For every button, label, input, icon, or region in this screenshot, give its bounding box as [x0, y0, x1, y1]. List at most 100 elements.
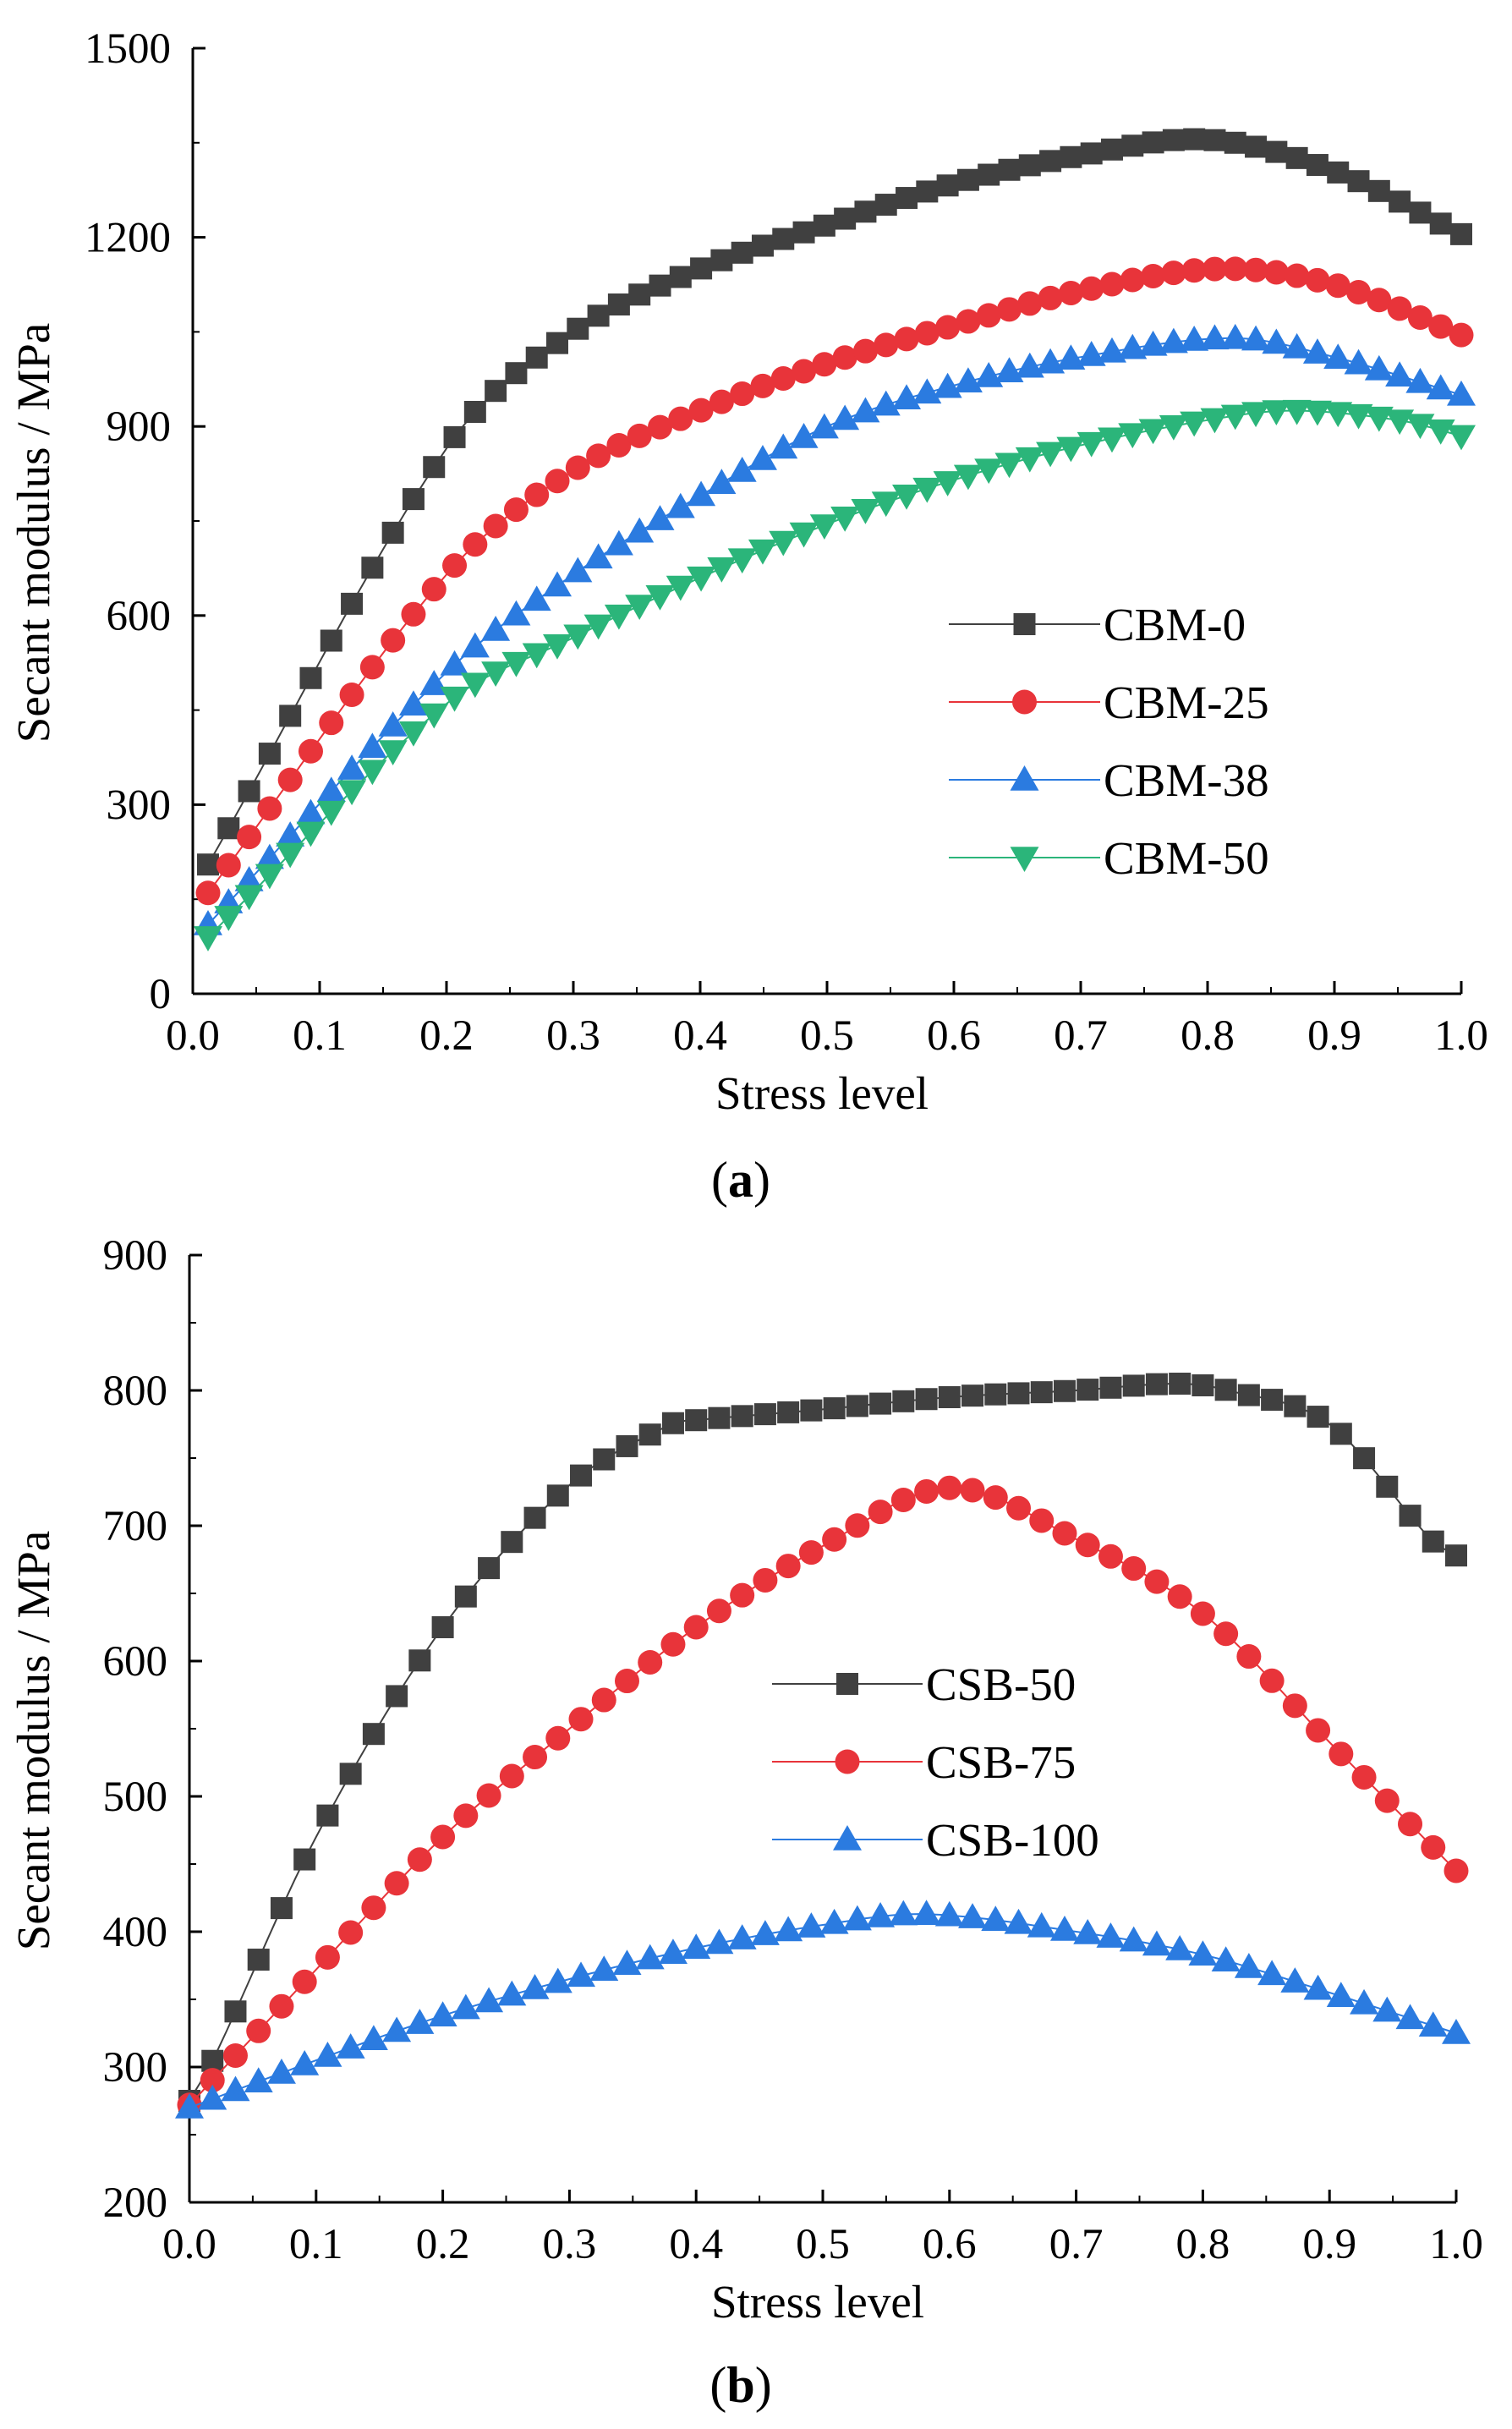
data-point	[1161, 260, 1186, 286]
legend-label: CBM-50	[1104, 832, 1269, 884]
data-point	[430, 1824, 456, 1850]
data-point	[1243, 257, 1268, 282]
data-point	[1053, 1379, 1076, 1402]
data-point	[1445, 1544, 1467, 1567]
x-tick-label: 0.1	[289, 2221, 343, 2268]
data-point	[451, 1993, 480, 2020]
data-point	[1162, 129, 1185, 151]
legend-marker	[833, 1825, 862, 1851]
x-tick-label: 1.0	[1434, 1012, 1488, 1060]
data-point	[1004, 1908, 1033, 1934]
data-point	[382, 2016, 412, 2042]
data-point	[1353, 1447, 1376, 1470]
data-point	[1169, 1373, 1192, 1395]
data-point	[1372, 1996, 1402, 2022]
data-point	[402, 488, 425, 511]
data-point	[316, 776, 346, 803]
data-point	[290, 2049, 320, 2075]
data-point	[443, 425, 466, 448]
data-point	[1049, 1915, 1079, 1941]
data-point	[358, 732, 387, 759]
data-point	[381, 628, 406, 653]
data-point	[1100, 138, 1123, 161]
data-point	[501, 600, 531, 626]
data-point	[1284, 1395, 1307, 1417]
data-point	[1344, 403, 1373, 430]
data-point	[645, 505, 675, 530]
data-point	[842, 1905, 872, 1931]
data-point	[889, 1900, 918, 1926]
data-point	[419, 670, 449, 695]
x-tick-label: 1.0	[1429, 2221, 1483, 2268]
data-point	[1099, 271, 1125, 297]
data-point	[362, 1723, 385, 1746]
data-point	[1347, 170, 1370, 193]
data-point	[1142, 1930, 1171, 1956]
legend-item: CBM-38	[949, 754, 1269, 806]
data-point	[463, 401, 486, 424]
data-point	[731, 241, 753, 264]
data-point	[892, 1390, 915, 1412]
series-line	[189, 1913, 1457, 2108]
data-point	[338, 1920, 364, 1945]
data-point	[614, 1669, 639, 1694]
data-point	[195, 880, 221, 906]
data-point	[296, 798, 326, 825]
data-point	[1073, 1919, 1103, 1944]
legend-marker	[835, 1749, 860, 1774]
data-point	[1285, 146, 1308, 169]
data-point	[1118, 423, 1148, 449]
data-point	[1307, 1406, 1329, 1428]
data-point	[503, 497, 529, 523]
data-point	[797, 1912, 826, 1938]
data-point	[524, 482, 550, 507]
data-point	[1374, 1788, 1400, 1813]
y-tick-label: 300	[103, 2044, 168, 2092]
data-point	[567, 317, 589, 340]
data-point	[361, 557, 384, 579]
data-point	[421, 577, 446, 602]
data-point	[1119, 1926, 1148, 1952]
data-point	[431, 1616, 454, 1638]
data-point	[1376, 1475, 1399, 1498]
data-point	[234, 885, 264, 911]
data-point	[1282, 399, 1312, 425]
x-tick-label: 0.3	[546, 1012, 600, 1060]
data-point	[1328, 1741, 1354, 1767]
data-point	[1159, 327, 1188, 354]
data-point	[1429, 212, 1452, 235]
data-point	[912, 1900, 941, 1926]
data-point	[1323, 343, 1353, 370]
data-point	[401, 601, 426, 627]
data-point	[1444, 1858, 1469, 1883]
data-point	[1080, 142, 1103, 165]
data-point	[476, 1783, 501, 1808]
data-point	[1351, 1764, 1377, 1790]
data-point	[997, 297, 1022, 322]
data-point	[1428, 314, 1454, 339]
data-point	[337, 754, 367, 780]
data-point	[1306, 1718, 1331, 1743]
data-point	[1327, 161, 1350, 184]
legend-label: CBM-38	[1104, 754, 1269, 806]
data-point	[638, 1650, 663, 1675]
data-point	[668, 406, 693, 431]
data-point	[1076, 341, 1106, 366]
data-point	[545, 1725, 571, 1751]
data-point	[523, 1745, 548, 1770]
data-point	[984, 1383, 1007, 1406]
data-point	[520, 1974, 550, 1999]
data-point	[628, 283, 651, 306]
data-point	[1224, 131, 1246, 154]
y-tick-label: 400	[103, 1909, 168, 1956]
data-point	[727, 1924, 757, 1949]
data-point	[1099, 1376, 1122, 1399]
legend-label: CBM-0	[1104, 599, 1246, 650]
data-point	[255, 864, 284, 890]
data-point	[525, 346, 548, 369]
x-tick-label: 0.4	[673, 1012, 727, 1060]
data-point	[1192, 1374, 1214, 1396]
data-point	[292, 1969, 317, 1994]
data-point	[1202, 256, 1227, 282]
